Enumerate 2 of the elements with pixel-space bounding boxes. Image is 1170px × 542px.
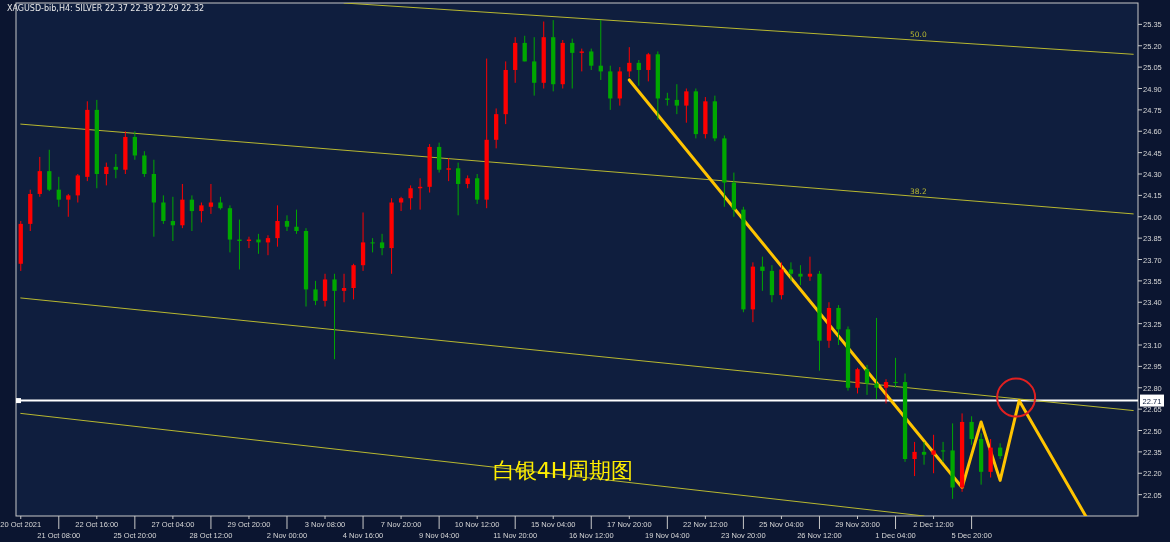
annotation: 白银4H周期图 — [492, 458, 634, 483]
chart-title: XAGUSD-bib,H4: SILVER 22.37 22.39 22.29 22.32 — [7, 4, 205, 13]
